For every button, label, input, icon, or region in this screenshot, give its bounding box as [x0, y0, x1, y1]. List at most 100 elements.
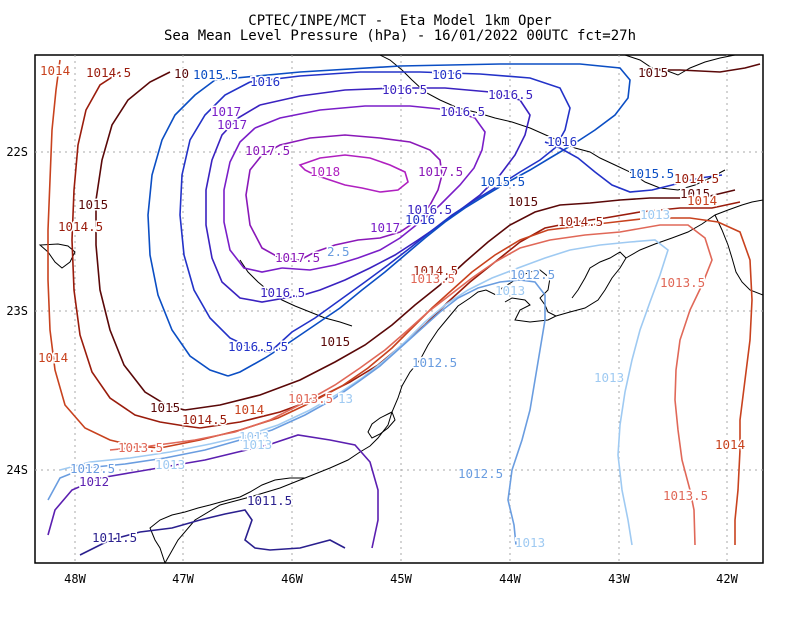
contour-label-1017-5: 1017.5: [245, 143, 290, 158]
y-tick-23s: 23S: [6, 304, 28, 318]
contour-label-1018: 1018: [310, 164, 340, 179]
contour-label-1013-5: 1013.5: [410, 271, 455, 286]
contour-label-1015: 1015: [508, 194, 538, 209]
contour-label-1016-5: 1016.5: [260, 285, 305, 300]
coast-cabo-frio: [714, 214, 764, 296]
contour-label-1016: 1016.5.5: [228, 339, 288, 354]
isobar-1015.5: [147, 79, 229, 377]
contour-label-1016-5: 1016.5: [488, 87, 533, 102]
contour-label-1016: 1016: [547, 134, 577, 149]
isobar-1013.5: [109, 224, 713, 546]
contour-label-1013-5: 1013.5: [663, 488, 708, 503]
x-tick-labels: 48W 47W 46W 45W 44W 43W 42W: [64, 572, 738, 586]
gridlines: [35, 55, 763, 563]
contour-label-1011-5: 1011.5: [247, 493, 292, 508]
contour-label-1015-5: 1015.5: [480, 174, 525, 189]
isobar-1016.5-inner: [259, 87, 531, 299]
contour-label-1015: 1015: [680, 186, 710, 201]
contour-label-1016-5: 1016.5: [407, 202, 452, 217]
contour-label-1016: 1016: [432, 67, 462, 82]
map-title: CPTEC/INPE/MCT - Eta Model 1km Oper Sea …: [0, 14, 800, 44]
contour-label-1016-5: 1016.5: [382, 82, 427, 97]
coast-main: [164, 269, 558, 564]
contour-label-1014: 1014: [40, 63, 70, 78]
contour-label-1012-5: 2.5: [327, 244, 350, 259]
contour-label-1013: 1013: [640, 207, 670, 222]
isobar-1017-inner: [254, 105, 486, 271]
contour-label-1015: 1015: [320, 334, 350, 349]
contour-label-1013-5: 1013.5: [660, 275, 705, 290]
contour-label-1014-5: 1014.5: [182, 412, 227, 427]
x-tick-48w: 48W: [64, 572, 86, 586]
coast-east: [555, 251, 627, 317]
contour-label-1013: 1013: [594, 370, 624, 385]
contour-label-1011-5: 1011.5: [92, 530, 137, 545]
contour-label-1012-5: 1012.5: [510, 267, 555, 282]
contour-label-1014-5: 1014.5: [558, 214, 603, 229]
isobar-1016-west: [179, 81, 271, 353]
contour-label-1014-5: 1014.5: [674, 171, 719, 186]
x-tick-42w: 42W: [716, 572, 738, 586]
contour-label-1014-5: 1014.5: [413, 263, 458, 278]
isobar-1017.5-west: [245, 154, 301, 261]
x-tick-44w: 44W: [499, 572, 521, 586]
isobar-1014.5-inner: [199, 201, 741, 429]
contour-label-1015: 1015: [150, 400, 180, 415]
isobar-1015.5-inner: [214, 63, 631, 377]
x-tick-43w: 43W: [608, 572, 630, 586]
land-interior-1: [624, 54, 736, 76]
contour-label-1013: 13: [338, 391, 353, 406]
coastline: [38, 54, 764, 564]
isobar-1013: [59, 239, 669, 546]
y-tick-labels: 22S 23S 24S: [6, 145, 28, 477]
contour-label-1017: 1017: [211, 104, 241, 119]
title-line-1: CPTEC/INPE/MCT - Eta Model 1km Oper: [248, 13, 552, 29]
isobar-1016-east: [544, 141, 723, 193]
isobar-1012: [47, 434, 379, 549]
isobar-1016-inner: [249, 71, 571, 353]
contour-label-1017: 1017: [370, 220, 400, 235]
contour-label-1014: 1014: [687, 193, 717, 208]
contour-label-1012-5: 1012.5: [412, 355, 457, 370]
isobar-1016.5-west: [205, 104, 286, 303]
contour-label-1017-5: 1017.5: [275, 250, 320, 265]
contour-label-1012: 1012: [79, 474, 109, 489]
contour-label-1013: 1013: [155, 457, 185, 472]
x-tick-45w: 45W: [390, 572, 412, 586]
contour-label-1013: 1013: [242, 437, 272, 452]
isobar-1015-inner: [184, 189, 736, 411]
isobar-1018: [298, 154, 409, 193]
contour-label-1014-5: 1014.5: [58, 219, 103, 234]
land-interior-2: [379, 54, 726, 191]
coast-sebastiao: [367, 411, 396, 439]
contour-label-1015: 10: [174, 66, 189, 81]
contour-label-1015-5: 1015.5: [193, 67, 238, 82]
y-tick-22s: 22S: [6, 145, 28, 159]
isobar-1015-west: [95, 71, 186, 411]
contour-label-1012-5: 1012.5: [458, 466, 503, 481]
isobar-1011.5: [79, 509, 346, 556]
coast-ne: [625, 199, 764, 259]
contour-label-1015-5: 1015.5: [629, 166, 674, 181]
contour-label-1014: 1014: [234, 402, 264, 417]
contour-label-1012-5: 1012.5: [70, 461, 115, 476]
contour-label-1013: 1013: [239, 429, 269, 444]
contour-label-1013-5: 1013.5: [288, 391, 333, 406]
contour-label-1014: 1014: [715, 437, 745, 452]
contour-label-1017-5: 1017.5: [418, 164, 463, 179]
isobars: [47, 59, 761, 556]
contour-label-1016: 1016: [405, 212, 435, 227]
contour-label-1014-5: 1014.5: [86, 65, 131, 80]
isobar-1014-west: [47, 59, 161, 449]
isobar-1017-west: [223, 127, 283, 273]
contour-label-1014: 1014: [38, 350, 68, 365]
contour-label-1015: 1015: [78, 197, 108, 212]
contour-label-1016: 1016: [250, 74, 280, 89]
x-tick-47w: 47W: [172, 572, 194, 586]
contour-label-1017: 1017: [217, 117, 247, 132]
coast-west-2: [149, 477, 305, 564]
x-tick-46w: 46W: [281, 572, 303, 586]
island-ilhabela: [38, 243, 76, 269]
